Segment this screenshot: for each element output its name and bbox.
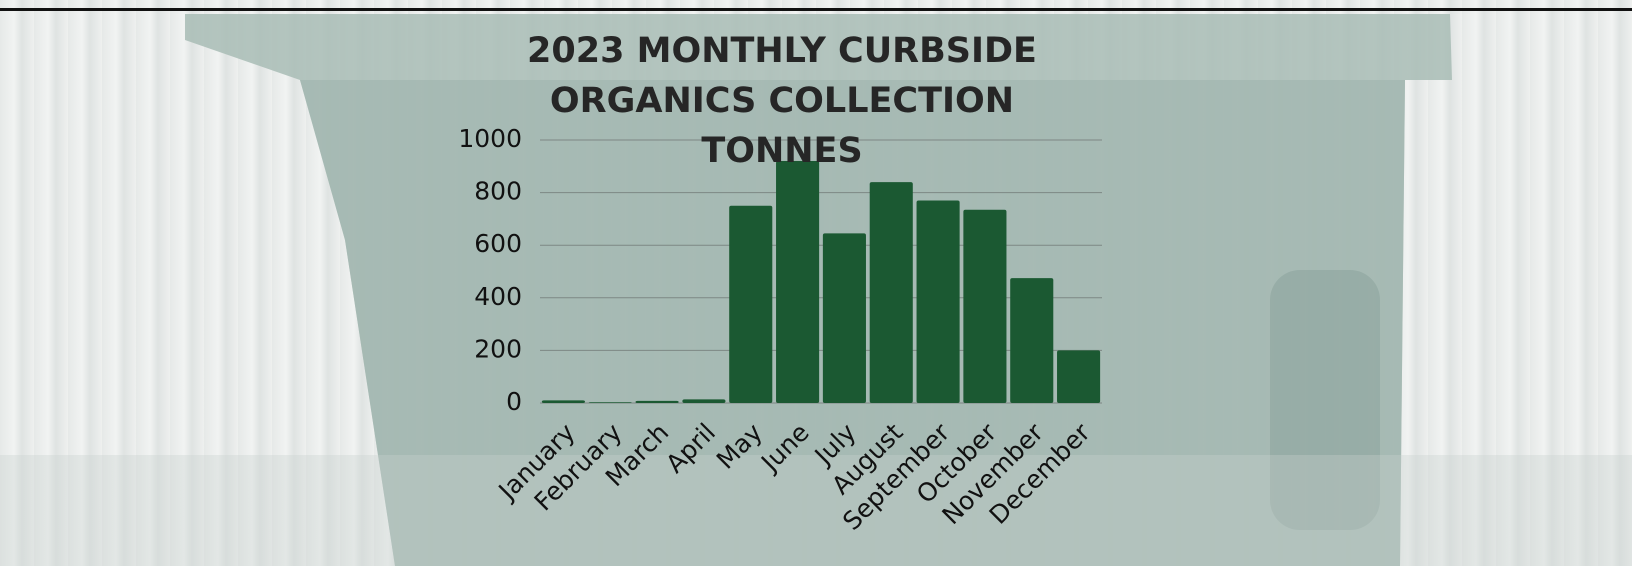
top-border <box>0 8 1632 11</box>
bar <box>823 233 866 403</box>
bar <box>776 161 819 403</box>
bar <box>542 400 585 403</box>
chart-title: 2023 MONTHLY CURBSIDE ORGANICS COLLECTIO… <box>482 26 1082 176</box>
bar <box>870 182 913 403</box>
y-tick-label: 400 <box>474 282 522 311</box>
bar <box>589 402 632 403</box>
bar <box>729 206 772 403</box>
y-tick-label: 800 <box>474 177 522 206</box>
bar <box>963 210 1006 403</box>
bar <box>1010 278 1053 403</box>
y-tick-label: 0 <box>506 387 522 416</box>
y-tick-label: 200 <box>474 334 522 363</box>
chart-page: 02004006008001000JanuaryFebruaryMarchApr… <box>0 0 1632 566</box>
bar <box>1057 350 1100 403</box>
bar <box>636 401 679 403</box>
y-tick-label: 600 <box>474 229 522 258</box>
bar <box>682 399 725 403</box>
bar <box>917 200 960 403</box>
